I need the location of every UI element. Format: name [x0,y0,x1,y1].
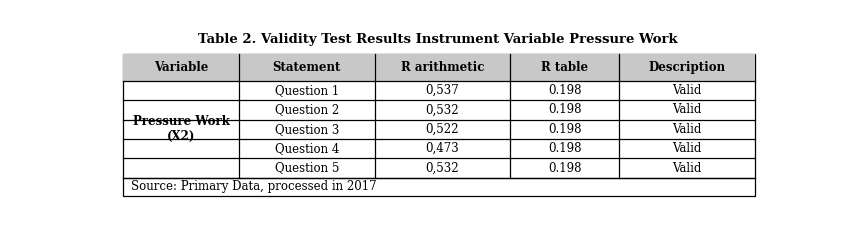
Bar [123,54,755,196]
Text: Valid: Valid [673,123,702,136]
Text: Statement: Statement [273,61,341,74]
Text: Valid: Valid [673,84,702,97]
Text: 0,532: 0,532 [426,103,459,116]
Text: Pressure Work
(X2): Pressure Work (X2) [133,115,230,143]
Text: Question 1: Question 1 [274,84,339,97]
Text: Variable: Variable [154,61,209,74]
Text: 0,532: 0,532 [426,162,459,175]
Text: 0.198: 0.198 [548,103,581,116]
Text: Valid: Valid [673,103,702,116]
Text: Table 2. Validity Test Results Instrument Variable Pressure Work: Table 2. Validity Test Results Instrumen… [198,33,678,46]
Text: Question 3: Question 3 [274,123,339,136]
Text: Valid: Valid [673,142,702,155]
Text: 0.198: 0.198 [548,84,581,97]
Text: Description: Description [649,61,726,74]
Text: 0.198: 0.198 [548,123,581,136]
Text: Source: Primary Data, processed in 2017: Source: Primary Data, processed in 2017 [132,180,377,193]
Text: Question 5: Question 5 [274,162,339,175]
Text: 0.198: 0.198 [548,142,581,155]
Text: 0,473: 0,473 [426,142,459,155]
Bar [123,54,755,81]
Text: 0,522: 0,522 [426,123,459,136]
Text: Question 4: Question 4 [274,142,339,155]
Text: 0.198: 0.198 [548,162,581,175]
Text: R arithmetic: R arithmetic [401,61,484,74]
Text: 0,537: 0,537 [426,84,459,97]
Text: Question 2: Question 2 [274,103,339,116]
Text: R table: R table [541,61,588,74]
Text: Valid: Valid [673,162,702,175]
